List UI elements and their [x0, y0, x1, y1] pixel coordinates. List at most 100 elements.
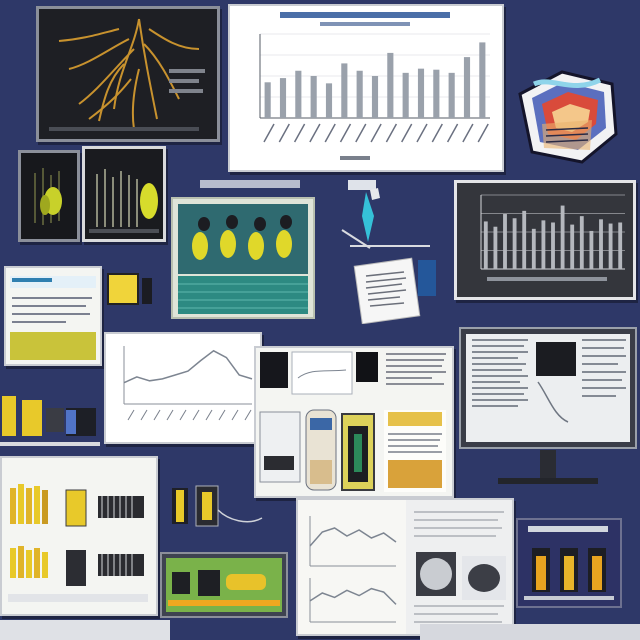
plant-growth-image [171, 180, 315, 319]
tick-label-2 [278, 123, 290, 143]
tick-label-8 [231, 409, 239, 421]
bar-5 [325, 83, 333, 118]
battery-device-image [172, 485, 263, 527]
bar-5 [522, 210, 527, 269]
series-line [309, 587, 397, 605]
bar-7 [541, 220, 546, 269]
series-line [123, 349, 253, 384]
plant-photo-2 [85, 149, 163, 239]
chart-title-bar [280, 12, 450, 18]
tick-label-7 [218, 409, 226, 421]
plant-photo-1 [21, 153, 77, 239]
scientific-document [296, 498, 514, 636]
bar-chart-sheet [228, 4, 504, 172]
yellow-devices-panel [0, 386, 104, 450]
chart-background [230, 6, 502, 170]
document-panel-left [4, 266, 102, 366]
bar-14 [608, 223, 613, 269]
green-product-panel [160, 552, 288, 618]
tick-label-3 [293, 123, 306, 143]
bar-3 [295, 70, 302, 118]
bar-2 [493, 226, 498, 269]
bar-4 [310, 76, 317, 118]
tick-label-11 [416, 123, 428, 143]
tick-label-14 [462, 123, 474, 143]
bar-chart-dark [457, 183, 633, 297]
bar-13 [448, 72, 455, 118]
bar-10 [402, 72, 409, 118]
tick-label-4 [309, 123, 321, 143]
yellow-bottles-image [524, 526, 614, 600]
tick-label-9 [244, 409, 252, 421]
tick-label-15 [477, 123, 489, 143]
device-illustration [512, 64, 624, 176]
robot-arm-icon [341, 180, 436, 324]
tick-label-13 [446, 123, 459, 143]
tick-label-12 [431, 123, 443, 143]
battery-device-panel [168, 480, 264, 534]
tick-label-6 [339, 123, 352, 143]
bar-9 [387, 52, 394, 118]
bar-11 [417, 68, 425, 118]
bar-8 [551, 222, 555, 269]
tick-label-10 [401, 123, 413, 143]
bottom-strip-right [420, 624, 640, 640]
bar-6 [531, 228, 536, 269]
bar-1 [264, 82, 271, 118]
yellow-devices-image [0, 396, 100, 446]
tick-label-8 [370, 123, 382, 143]
bar-15 [479, 42, 486, 118]
bar-15 [618, 222, 623, 269]
tick-label-1 [263, 123, 275, 143]
bar-chart-top [230, 6, 502, 170]
root-structure-panel [36, 6, 220, 142]
collage-document [254, 346, 454, 498]
bar-4 [512, 218, 517, 269]
plant-photo-panel-1 [18, 150, 80, 242]
x-axis-caption [340, 156, 370, 160]
tick-label-7 [355, 123, 367, 143]
tick-label-0 [127, 409, 135, 421]
monitor-icon [459, 327, 637, 484]
bar-11 [579, 216, 584, 269]
chart-subtitle-bar [320, 22, 410, 26]
bar-6 [341, 63, 348, 118]
bar-13 [599, 219, 603, 269]
plant-growth-panel [170, 176, 316, 320]
bar-2 [279, 78, 287, 118]
x-axis-caption [487, 277, 607, 281]
document-image-left [10, 276, 96, 360]
plant-photo-panel-2 [82, 146, 166, 242]
tick-label-6 [205, 409, 213, 421]
bar-7 [356, 70, 363, 118]
bar-8 [371, 76, 379, 118]
tick-label-5 [192, 409, 200, 421]
chart-background [106, 334, 260, 442]
robot-arm-panel [330, 176, 442, 324]
tick-label-2 [153, 409, 161, 421]
bar-12 [433, 69, 440, 118]
catalog-sheet [0, 456, 158, 616]
tick-label-1 [140, 409, 148, 421]
bar-10 [570, 224, 575, 269]
root-structure-image [39, 9, 217, 139]
machine-part-icon [518, 70, 618, 164]
tick-label-4 [179, 409, 187, 421]
series-line [309, 527, 397, 547]
bottom-strip-left [0, 620, 170, 640]
tick-label-5 [324, 123, 336, 143]
yellow-bottles-panel [516, 518, 622, 608]
catalog-sheet-image [8, 484, 148, 602]
scientific-document-image [298, 500, 512, 634]
tick-label-9 [385, 123, 398, 143]
dark-bar-chart-panel [454, 180, 636, 300]
tablet-icon [107, 273, 152, 305]
collage-document-image [259, 351, 446, 492]
monitor-panel [458, 326, 638, 494]
bar-1 [483, 221, 488, 269]
green-product-image [166, 558, 282, 612]
bar-12 [589, 230, 594, 269]
tablet-panel [106, 270, 154, 310]
bar-14 [463, 57, 471, 118]
bar-3 [503, 214, 507, 269]
